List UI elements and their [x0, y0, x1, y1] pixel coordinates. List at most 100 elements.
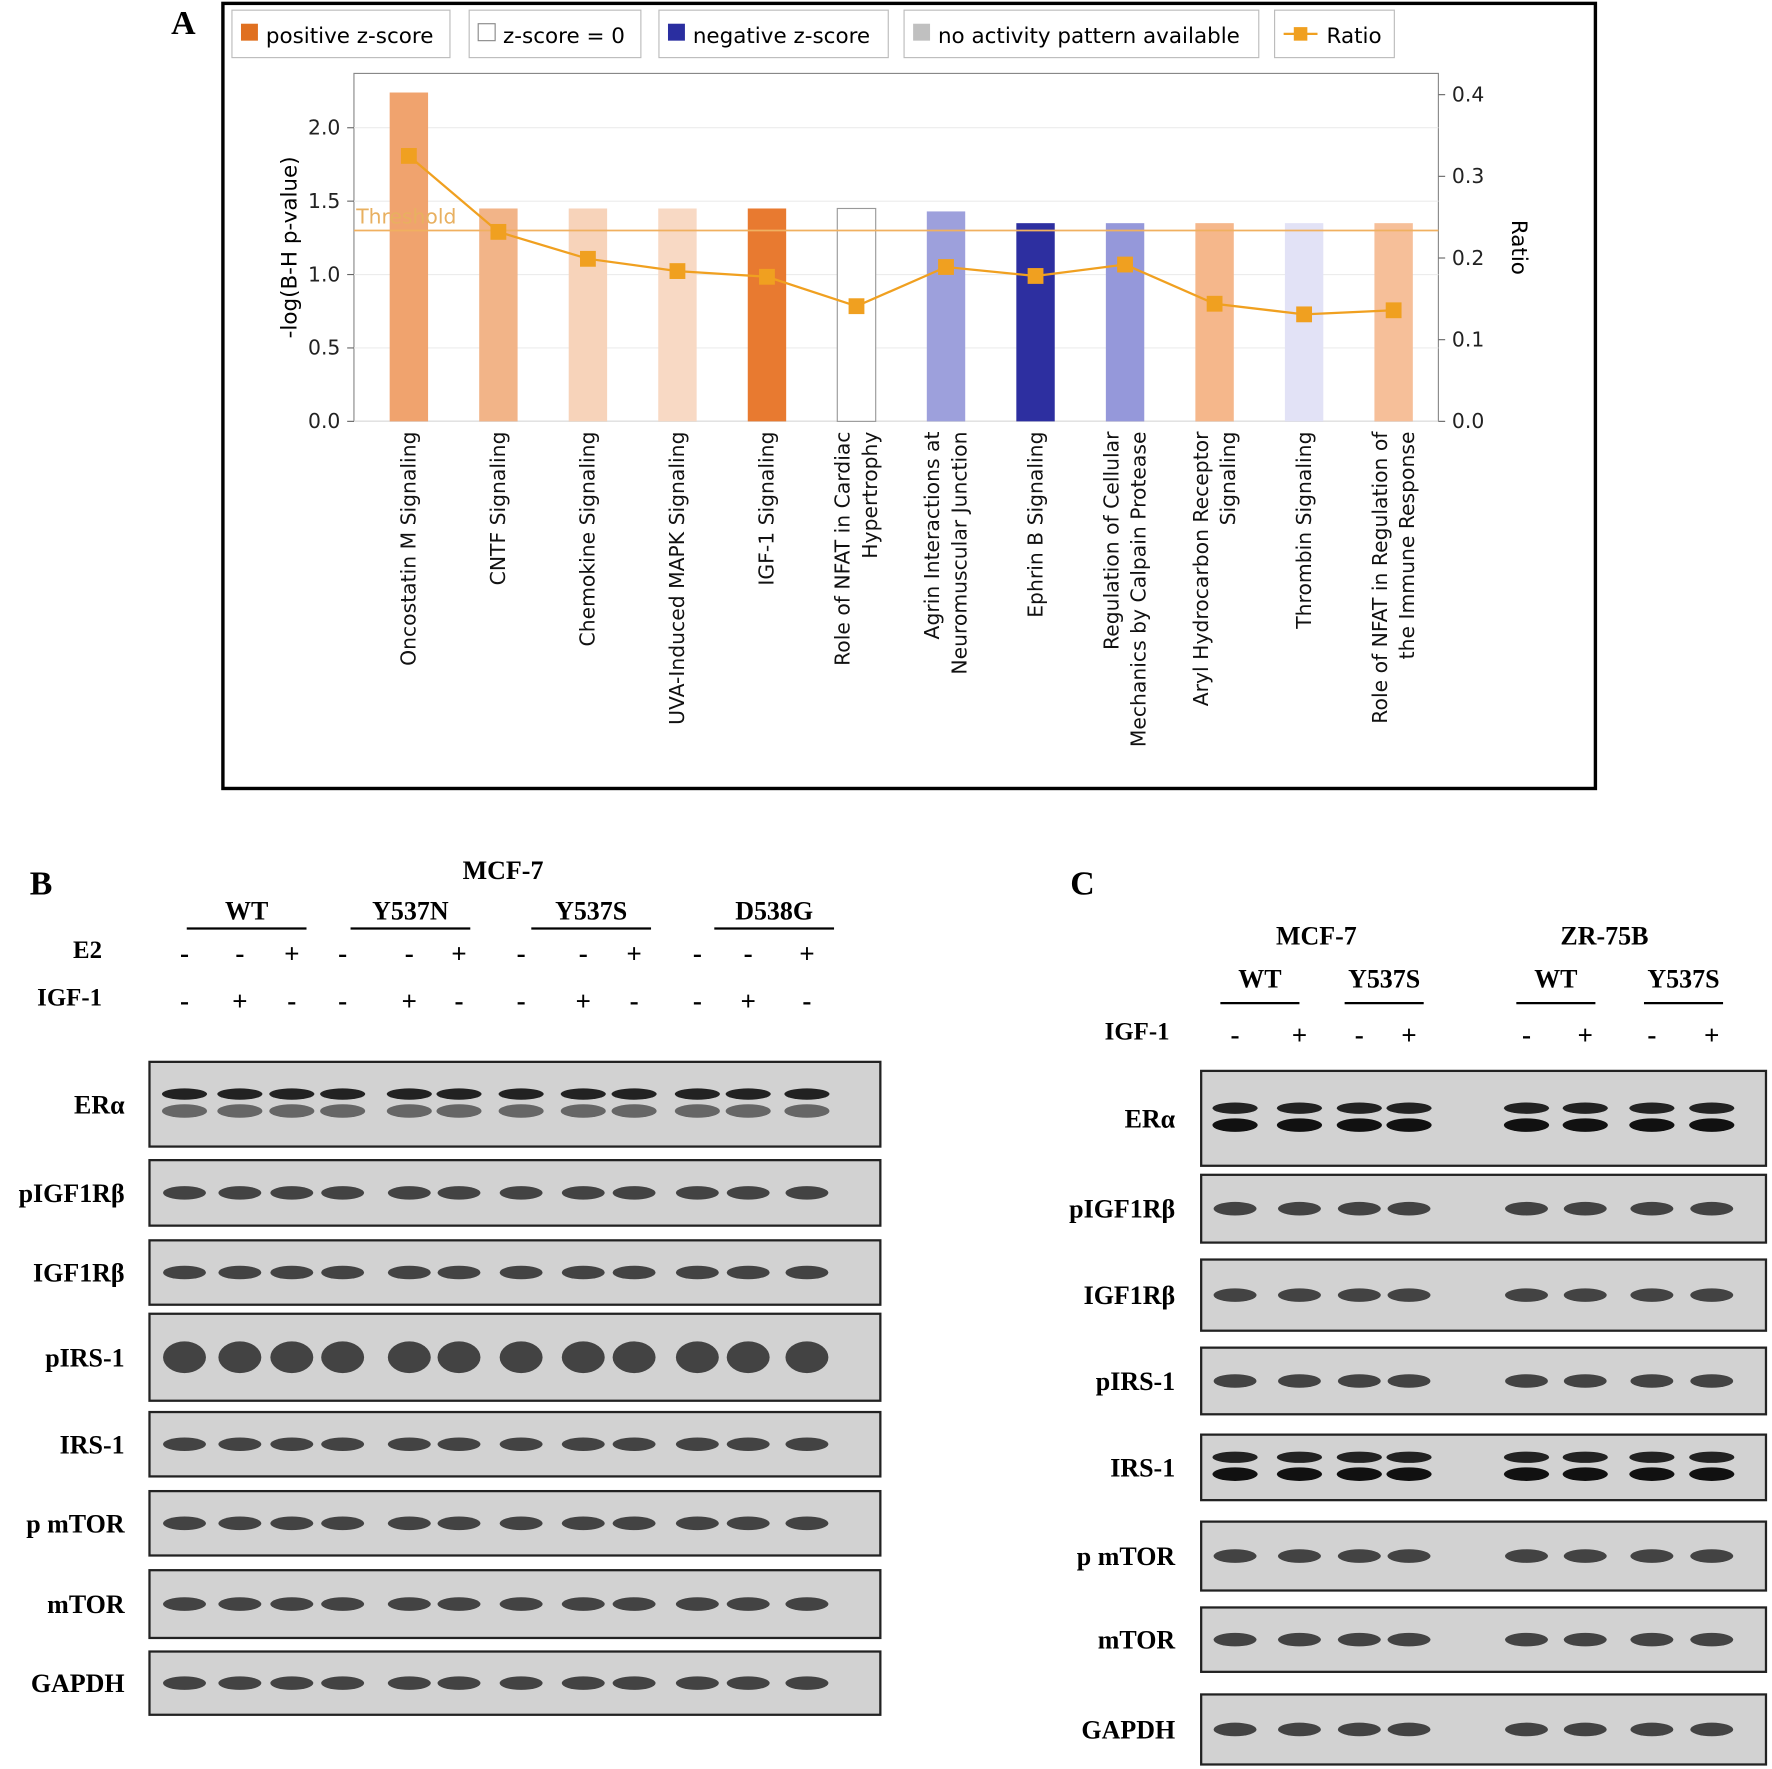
legend-box: [468, 9, 642, 59]
band: [1690, 1201, 1734, 1216]
band: [1212, 1118, 1258, 1132]
y-tick-label: 1.5: [308, 189, 340, 213]
band: [726, 1341, 770, 1374]
band: [1690, 1549, 1734, 1563]
band: [1563, 1201, 1607, 1216]
band: [163, 1676, 206, 1690]
band: [726, 1516, 770, 1531]
band: [1386, 1467, 1432, 1481]
bar: [658, 208, 697, 422]
ratio-marker: [1296, 306, 1313, 323]
x-tick-label: Neuromuscular Junction: [947, 432, 971, 675]
blot-label: pIGF1Rβ: [19, 1179, 125, 1208]
band: [436, 1088, 482, 1100]
band: [1689, 1467, 1735, 1481]
group-label: D538G: [735, 897, 813, 926]
blot-label: GAPDH: [31, 1669, 125, 1698]
band: [1387, 1632, 1431, 1647]
band: [561, 1437, 605, 1452]
band: [1387, 1374, 1431, 1388]
x-tick-label: Hypertrophy: [858, 432, 882, 559]
band: [163, 1437, 206, 1452]
band: [1505, 1632, 1548, 1647]
band: [1629, 1118, 1675, 1132]
band: [1689, 1102, 1735, 1114]
ratio-line: [408, 155, 1394, 316]
blot-label: p mTOR: [1077, 1542, 1176, 1571]
blot-label: IGF1Rβ: [1084, 1281, 1176, 1310]
band: [561, 1186, 605, 1200]
band: [269, 1088, 315, 1100]
sign: -: [802, 986, 811, 1016]
blot: [148, 1060, 882, 1148]
band: [387, 1676, 431, 1690]
group-label: WT: [1238, 964, 1281, 993]
band: [560, 1088, 606, 1100]
ratio-marker: [490, 223, 507, 240]
blot-label: mTOR: [47, 1590, 125, 1619]
y-axis-label: -log(B-H p-value): [277, 156, 302, 338]
threshold-label: Threshold: [355, 205, 456, 229]
bar: [568, 208, 608, 422]
blot-label: ERα: [74, 1090, 125, 1119]
band: [218, 1597, 262, 1611]
band: [785, 1341, 829, 1374]
band: [1386, 1451, 1432, 1463]
band: [437, 1676, 481, 1690]
ratio-marker: [580, 250, 596, 267]
band: [218, 1265, 262, 1280]
band: [612, 1516, 656, 1531]
ratio-marker: [1117, 256, 1133, 273]
band: [1562, 1467, 1608, 1481]
band: [674, 1088, 720, 1100]
band: [1563, 1288, 1607, 1302]
band: [163, 1265, 206, 1280]
band: [1690, 1632, 1734, 1647]
band: [437, 1186, 481, 1200]
band: [437, 1516, 481, 1531]
band: [1630, 1632, 1674, 1647]
blot-label: pIRS-1: [1096, 1367, 1175, 1396]
x-tick-label: Signaling: [1216, 432, 1240, 526]
legend-swatch: [913, 23, 931, 41]
ratio-marker: [759, 268, 775, 285]
legend-box: [903, 9, 1260, 59]
band: [1213, 1549, 1257, 1563]
legend-swatch: [667, 23, 685, 41]
group-label: WT: [1534, 964, 1577, 993]
x-tick-label: Aryl Hydrocarbon Receptor: [1189, 431, 1213, 706]
band: [1503, 1451, 1550, 1463]
band: [499, 1265, 543, 1280]
band: [1277, 1374, 1321, 1388]
legend-label: negative z-score: [693, 24, 870, 49]
band: [387, 1516, 431, 1531]
cell-line: ZR-75B: [1560, 921, 1648, 950]
band: [270, 1676, 314, 1690]
band: [1213, 1201, 1257, 1216]
band: [1503, 1118, 1550, 1132]
band: [725, 1088, 771, 1100]
band: [1630, 1374, 1674, 1388]
band: [321, 1265, 365, 1280]
band: [560, 1104, 606, 1118]
bar: [1016, 223, 1055, 422]
band: [499, 1676, 543, 1690]
ratio-marker: [1206, 295, 1223, 312]
group-label: Y537S: [555, 897, 627, 926]
band: [561, 1341, 605, 1374]
x-tick-label: Role of NFAT in Cardiac: [831, 432, 855, 666]
band: [675, 1341, 719, 1374]
band: [561, 1265, 605, 1280]
band: [1689, 1118, 1735, 1132]
y2-tick-label: 0.2: [1452, 246, 1484, 270]
panel-label: B: [30, 866, 53, 903]
band: [1562, 1102, 1608, 1114]
band: [612, 1341, 656, 1374]
band: [163, 1516, 206, 1531]
sign: +: [1292, 1020, 1307, 1050]
band: [386, 1104, 432, 1118]
blot: [1200, 1069, 1768, 1167]
band: [321, 1437, 365, 1452]
band: [218, 1516, 262, 1531]
band: [1630, 1722, 1674, 1737]
